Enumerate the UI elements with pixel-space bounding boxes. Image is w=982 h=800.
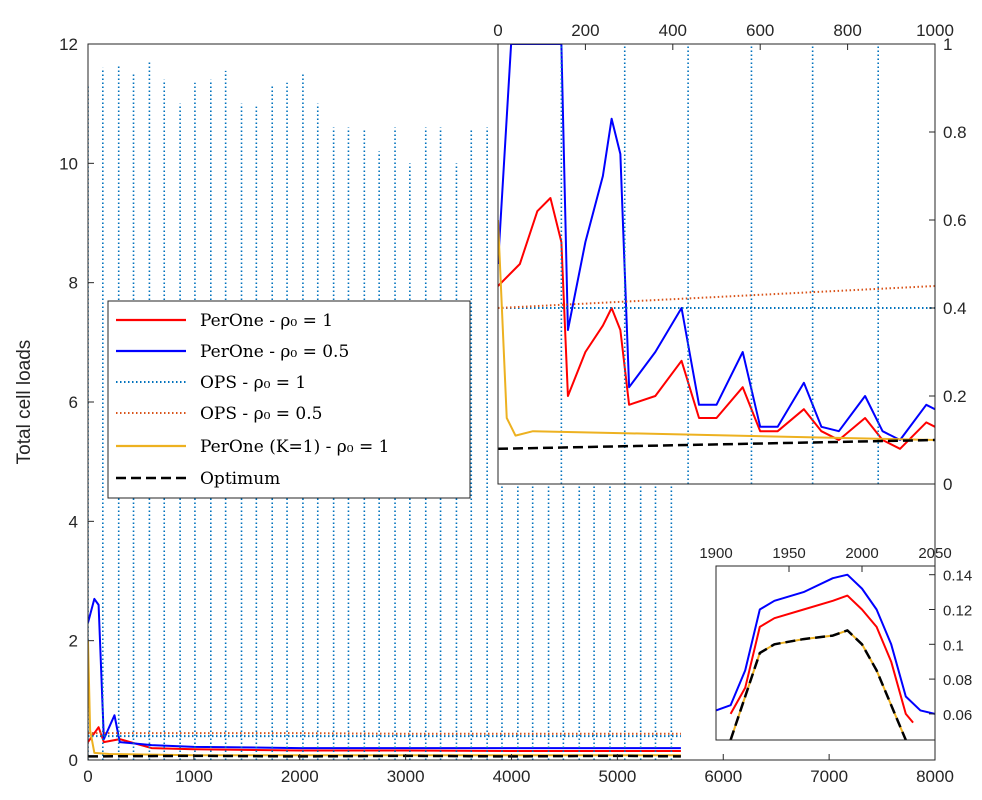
legend-entry: PerOne - ρ₀ = 1 [116, 311, 333, 331]
x-tick-label: 2000 [281, 767, 319, 786]
series-line [88, 597, 681, 750]
series-line [729, 629, 907, 740]
x-tick-label: 7000 [810, 767, 848, 786]
series-line [498, 44, 935, 441]
y-tick-label: 0.08 [943, 672, 972, 689]
x-tick-label: 8000 [916, 767, 954, 786]
y-tick-label: 0.1 [943, 637, 964, 654]
y-tick-label: 0.8 [943, 123, 967, 142]
x-tick-label: 400 [659, 21, 687, 40]
x-tick-label: 1950 [772, 545, 805, 562]
x-tick-label: 200 [571, 21, 599, 40]
legend-box [107, 300, 471, 499]
x-tick-label: 0 [493, 21, 502, 40]
y-tick-label: 0.06 [943, 707, 972, 724]
y-tick-label: 6 [69, 393, 78, 412]
y-tick-label: 0.12 [943, 603, 972, 620]
inset-top-right: 0 200 400 600 800 1000 0 0.2 0.4 0.6 0.8 1 [493, 21, 966, 494]
x-tick-label: 6000 [704, 767, 742, 786]
y-tick-label: 0.6 [943, 211, 967, 230]
legend: PerOne - ρ₀ = 1 PerOne - ρ₀ = 0.5 OPS - … [107, 300, 471, 499]
inset-bottom-right-frame [715, 565, 936, 741]
y-tick-label: 8 [69, 274, 78, 293]
legend-entry: PerOne - ρ₀ = 0.5 [116, 342, 349, 362]
legend-label: Optimum [200, 469, 280, 489]
legend-entry: PerOne (K=1) - ρ₀ = 1 [116, 437, 389, 457]
x-tick-label: 4000 [493, 767, 531, 786]
y-tick-label: 0 [69, 751, 78, 770]
y-tick-label: 0.14 [943, 568, 972, 585]
series-line [498, 219, 935, 441]
legend-label: OPS - ρ₀ = 0.5 [200, 404, 322, 424]
legend-label: PerOne - ρ₀ = 0.5 [200, 342, 349, 362]
series-line [88, 732, 681, 735]
legend-entry: OPS - ρ₀ = 0.5 [116, 404, 322, 424]
legend-entry: OPS - ρ₀ = 1 [116, 373, 306, 393]
y-tick-label: 0 [943, 475, 952, 494]
x-tick-label: 1000 [916, 21, 954, 40]
series-line [88, 726, 681, 753]
y-tick-label: 0.4 [943, 299, 967, 318]
legend-label: PerOne - ρ₀ = 1 [200, 311, 333, 331]
legend-label: OPS - ρ₀ = 1 [200, 373, 306, 393]
inset-bottom-right: 1900 1950 2000 2050 0.06 0.08 0.1 0.12 0.14 [699, 545, 972, 741]
series-line [716, 573, 935, 715]
y-tick-label: 2 [69, 632, 78, 651]
x-tick-label: 0 [83, 767, 92, 786]
x-tick-label: 5000 [598, 767, 636, 786]
x-tick-label: 1900 [699, 545, 732, 562]
y-tick-label: 12 [59, 35, 78, 54]
series-line [498, 438, 935, 451]
y-tick-label: 4 [69, 512, 78, 531]
x-tick-label: 1000 [175, 767, 213, 786]
x-tick-label: 600 [746, 21, 774, 40]
y-tick-label: 10 [59, 154, 78, 173]
legend-entry: Optimum [116, 469, 280, 489]
y-tick-label: 1 [943, 35, 952, 54]
x-tick-label: 800 [833, 21, 861, 40]
y-tick-label: 0.2 [943, 387, 967, 406]
x-tick-label: 3000 [387, 767, 425, 786]
series-line [498, 197, 935, 450]
x-tick-label: 2000 [845, 545, 878, 562]
inset-top-right-frame [497, 43, 936, 485]
legend-label: PerOne (K=1) - ρ₀ = 1 [200, 437, 389, 457]
x-tick-label: 2050 [918, 545, 951, 562]
series-line [729, 594, 914, 724]
series-line [498, 285, 935, 309]
y-axis-label: Total cell loads [14, 340, 35, 465]
